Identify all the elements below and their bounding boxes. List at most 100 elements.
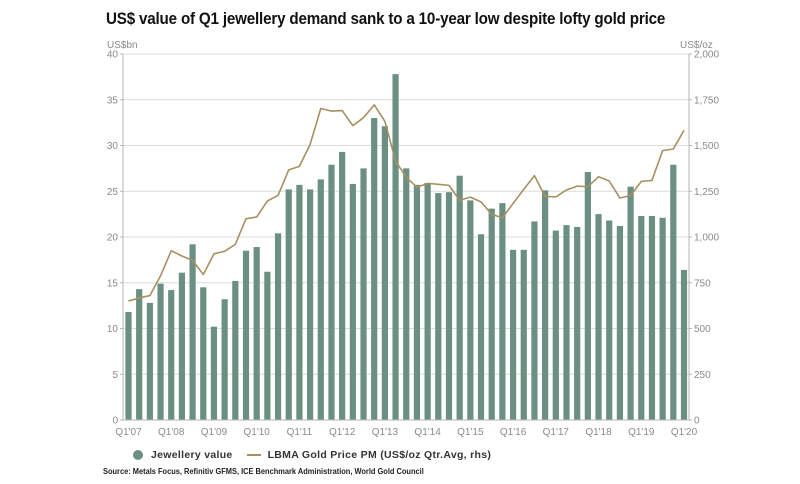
x-tick-label: Q1'19 (628, 427, 655, 438)
bar (627, 186, 634, 420)
left-tick-label: 25 (107, 187, 119, 198)
bar (339, 151, 346, 420)
left-tick-label: 35 (107, 95, 119, 106)
bar (189, 244, 196, 420)
right-tick-label: 1,250 (694, 187, 719, 198)
x-tick-label: Q1'08 (158, 427, 185, 438)
right-tick-label: 500 (694, 324, 711, 335)
left-tick-label: 10 (107, 324, 119, 335)
right-axis-ticks: 0 250 500 750 1,000 1,250 1,500 1,750 2,000 (689, 50, 719, 427)
bar (285, 189, 292, 420)
bar (178, 272, 186, 420)
bar (403, 168, 410, 421)
bar (424, 183, 431, 420)
x-tick-label: Q1'09 (201, 427, 228, 438)
gold-price-line (128, 104, 685, 302)
bar (616, 226, 623, 420)
bar (670, 164, 677, 420)
legend: Jewellery value LBMA Gold Price PM (US$/… (133, 449, 491, 461)
bar (595, 214, 602, 421)
bar (317, 179, 324, 420)
bar (574, 226, 581, 420)
bar (146, 302, 153, 420)
x-tick-label: Q1'15 (457, 427, 484, 438)
bar (638, 215, 645, 420)
bar (210, 326, 218, 420)
bar (371, 118, 378, 421)
bar (520, 249, 527, 420)
x-tick-label: Q1'07 (115, 427, 142, 438)
bar (381, 126, 388, 420)
x-tick-label: Q1'20 (671, 427, 698, 438)
bar (307, 189, 314, 420)
left-tick-label: 5 (112, 370, 118, 381)
bar (477, 234, 485, 420)
bar (274, 233, 282, 420)
bar (456, 175, 463, 420)
left-tick-label: 0 (112, 416, 118, 427)
bar (157, 283, 164, 420)
bar (659, 217, 666, 420)
bar (435, 193, 442, 420)
bar (328, 164, 335, 420)
x-tick-label: Q1'11 (287, 427, 313, 438)
right-tick-label: 2,000 (694, 50, 719, 61)
x-tick-label: Q1'13 (372, 427, 399, 438)
bar (392, 74, 399, 420)
bar (125, 312, 132, 420)
bar (168, 290, 175, 420)
bar (296, 184, 303, 420)
bar (563, 225, 570, 420)
bar (136, 289, 143, 420)
right-axis-unit: US$/oz (680, 40, 713, 51)
bar (242, 250, 250, 420)
left-axis-ticks: 0 5 10 15 20 25 30 35 40 (107, 50, 123, 427)
legend-line-swatch-icon (246, 454, 261, 456)
left-tick-label: 30 (107, 141, 119, 152)
bar (606, 220, 613, 420)
bar (253, 247, 260, 420)
right-tick-label: 1,500 (694, 141, 719, 152)
bar (531, 221, 538, 420)
bar (413, 184, 421, 420)
bar (488, 208, 495, 420)
legend-bar-label: Jewellery value (151, 449, 233, 461)
x-tick-label: Q1'17 (543, 427, 570, 438)
bar (232, 280, 239, 420)
bar (349, 183, 356, 420)
bar (200, 287, 207, 420)
x-tick-label: Q1'10 (244, 427, 271, 438)
bar (264, 271, 271, 420)
left-axis-unit: US$bn (107, 40, 138, 51)
right-tick-label: 1,750 (694, 95, 719, 106)
right-tick-label: 750 (694, 278, 711, 289)
bar (509, 249, 517, 420)
right-tick-label: 1,000 (694, 233, 719, 244)
left-tick-label: 20 (107, 233, 119, 244)
bar (680, 269, 688, 420)
x-tick-label: Q1'16 (500, 427, 527, 438)
x-tick-label: Q1'12 (329, 427, 356, 438)
x-tick-label: Q1'14 (414, 427, 441, 438)
left-tick-label: 40 (107, 50, 119, 61)
legend-line-label: LBMA Gold Price PM (US$/oz Qtr.Avg, rhs) (267, 449, 492, 461)
bar (542, 190, 549, 420)
x-axis-ticks: Q1'07 Q1'08 Q1'09 Q1'10 Q1'11 Q1'12 Q1'13 Q1'14… (115, 427, 697, 438)
bar (584, 172, 591, 420)
source-note: Source: Metals Focus, Refinitiv GFMS, IC… (103, 467, 424, 476)
left-tick-label: 15 (107, 278, 119, 289)
bar (445, 192, 453, 420)
right-tick-label: 250 (694, 370, 711, 381)
legend-bar-swatch-icon (133, 450, 143, 460)
chart-title: US$ value of Q1 jewellery demand sank to… (106, 10, 666, 28)
bar (467, 200, 474, 420)
right-tick-label: 0 (694, 416, 700, 427)
bar (648, 215, 656, 420)
bar (221, 299, 228, 420)
bar (552, 230, 559, 420)
gridlines (123, 53, 689, 375)
bar (499, 203, 506, 420)
bar (360, 168, 367, 421)
x-tick-label: Q1'18 (585, 427, 612, 438)
